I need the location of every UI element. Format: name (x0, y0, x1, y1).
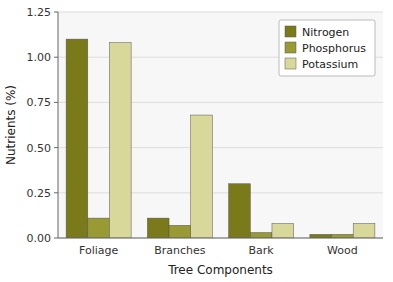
bar (191, 115, 213, 238)
tick-label: 0.25 (27, 187, 52, 200)
grid-line (58, 102, 383, 103)
bar (272, 224, 294, 238)
tick-label: Bark (249, 244, 275, 257)
tick-label: 1.00 (27, 51, 52, 64)
bars (66, 39, 375, 238)
grid-line (58, 238, 383, 239)
bar (109, 43, 131, 238)
grid-line (58, 12, 383, 13)
tick-mark (54, 238, 58, 239)
y-axis-title: Nutrients (%) (4, 85, 18, 165)
tick-label: Wood (327, 244, 358, 257)
legend-swatch (285, 58, 296, 69)
tick-label: 1.25 (27, 6, 52, 19)
grid-line (58, 192, 383, 193)
bar (332, 234, 354, 238)
plot-area (58, 12, 383, 238)
tick-label: Foliage (79, 244, 119, 257)
legend-label: Nitrogen (302, 26, 349, 39)
tick-mark (54, 102, 58, 103)
bar (353, 224, 375, 238)
bar (310, 234, 332, 238)
tick-label: 0.75 (27, 96, 52, 109)
tick-label: 0.50 (27, 142, 52, 155)
legend: Nitrogen Phosphorus Potassium (279, 20, 375, 76)
chart: 0.00 0.25 0.50 0.75 1.00 1.25 Foliage Branches B… (0, 0, 393, 282)
tick-mark (54, 192, 58, 193)
bar (169, 225, 191, 238)
legend-swatch (285, 26, 296, 37)
legend-swatch (285, 42, 296, 53)
tick-label: 0.00 (27, 232, 52, 245)
bar (229, 184, 251, 238)
bar (250, 233, 272, 238)
bar (66, 39, 88, 238)
bar (88, 218, 110, 238)
x-axis-line (58, 238, 383, 239)
y-axis-line (58, 12, 59, 238)
tick-mark (54, 57, 58, 58)
tick-mark (54, 147, 58, 148)
tick-label: Branches (154, 244, 206, 257)
grid-line (58, 147, 383, 148)
legend-box (279, 20, 375, 76)
legend-label: Phosphorus (302, 42, 366, 55)
bar (147, 218, 169, 238)
legend-label: Potassium (302, 58, 358, 71)
x-axis-title: Tree Components (167, 263, 273, 277)
tick-mark (54, 12, 58, 13)
